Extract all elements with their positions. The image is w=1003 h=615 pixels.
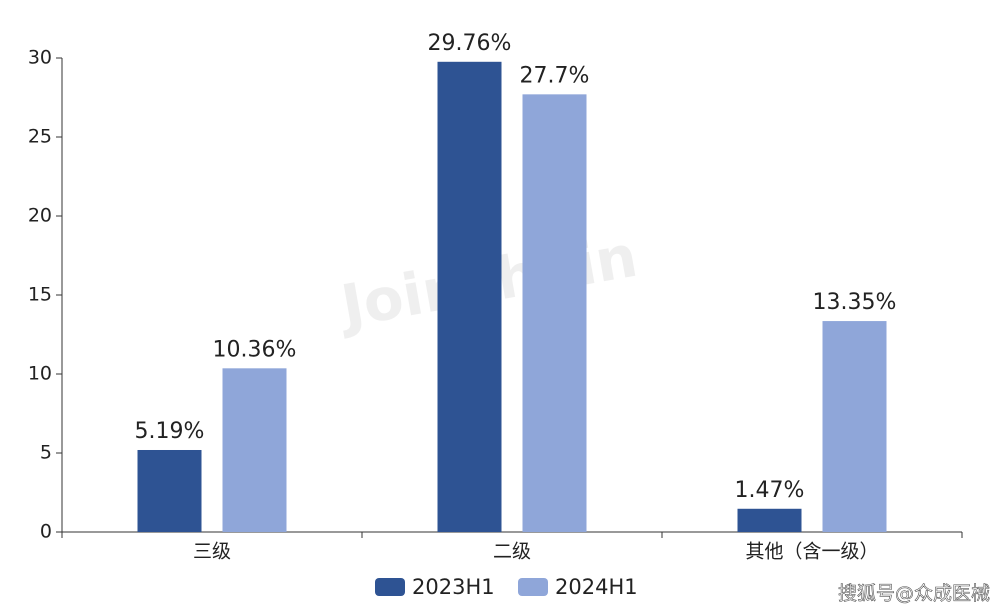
bar: [137, 449, 202, 532]
y-tick-label: 10: [28, 363, 52, 385]
bar: [437, 61, 502, 533]
legend-swatch: [375, 578, 405, 596]
value-label: 27.7%: [520, 63, 590, 88]
value-label: 10.36%: [213, 337, 297, 362]
source: 搜狐号@众成医械: [838, 583, 990, 605]
y-tick-label: 5: [40, 442, 52, 464]
bar: [222, 368, 287, 532]
y-tick-label: 0: [40, 521, 52, 543]
value-label: 5.19%: [135, 419, 205, 444]
bar: [522, 94, 587, 532]
value-label: 13.35%: [813, 290, 897, 315]
value-label: 1.47%: [735, 478, 805, 503]
y-tick-label: 20: [28, 205, 52, 227]
legend-swatch: [518, 578, 548, 596]
y-tick-label: 25: [28, 126, 52, 148]
x-tick-label: 三级: [193, 541, 231, 563]
y-tick-label: 30: [28, 47, 52, 69]
x-tick-label: 二级: [493, 541, 531, 563]
value-label: 29.76%: [428, 31, 512, 56]
legend-label: 2024H1: [555, 575, 638, 599]
x-tick-label: 其他（含一级）: [745, 541, 878, 563]
bar: [822, 321, 887, 532]
bar: [737, 508, 802, 532]
y-tick-label: 15: [28, 284, 52, 306]
legend-label: 2023H1: [412, 575, 495, 599]
